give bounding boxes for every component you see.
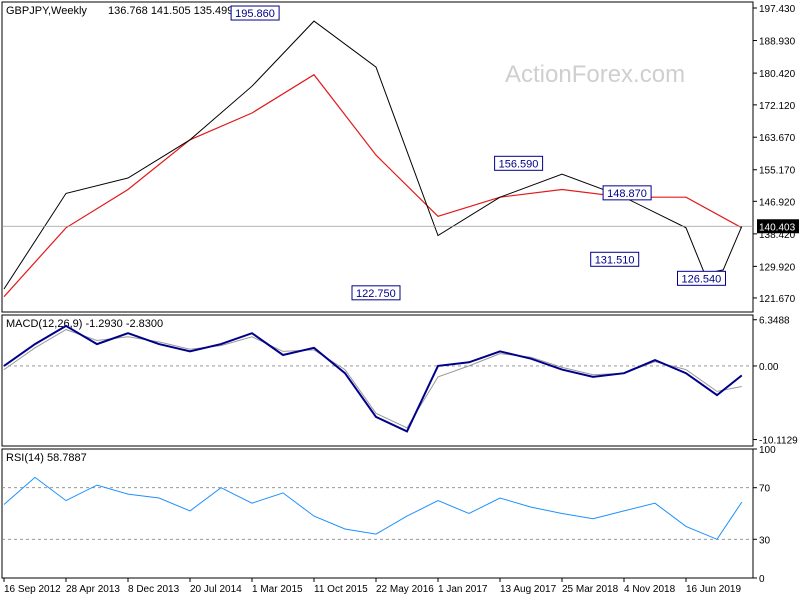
price-tick-label: 138.420	[759, 230, 796, 241]
x-tick-label: 13 Aug 2017	[500, 584, 557, 595]
rsi-panel-frame	[1, 448, 754, 579]
x-tick-label: 28 Apr 2013	[66, 584, 120, 595]
price-tick-label: 188.930	[759, 37, 796, 48]
price-plot: 195.860 122.750 156.590 148.870 131.510 126.5…	[2, 5, 753, 301]
axis-labels: 197.430 188.930 180.420 172.120 163.670 155.1…	[3, 4, 799, 595]
symbol-label: GBPJPY,Weekly	[6, 5, 87, 17]
price-tick-label: 146.920	[759, 197, 796, 208]
x-tick-label: 4 Nov 2018	[624, 584, 676, 595]
price-annotation-label: 148.870	[607, 188, 647, 200]
x-tick-label: 16 Jun 2019	[686, 584, 741, 595]
watermark: ActionForex.com	[505, 61, 685, 88]
current-price-label: 140.403	[759, 222, 796, 233]
price-annotation-label: 156.590	[499, 158, 539, 170]
macd-tick-label: 6.3488	[759, 316, 790, 327]
rsi-title: RSI(14) 58.7887	[6, 452, 87, 464]
price-annotation-label: 126.540	[682, 273, 722, 285]
price-tick-label: 163.670	[759, 133, 796, 144]
x-tick-label: 1 Mar 2015	[252, 584, 303, 595]
price-annotation-label: 195.860	[235, 8, 275, 20]
rsi-tick-label: 0	[759, 574, 765, 585]
price-annotation-box	[590, 251, 640, 267]
macd-plot	[2, 324, 753, 433]
price-annotation-box	[230, 5, 280, 21]
current-price-box	[757, 219, 799, 234]
rsi-tick-label: 30	[759, 535, 771, 546]
rsi-line	[3, 476, 743, 540]
price-annotation-label: 122.750	[356, 288, 396, 300]
rsi-tick-label: 70	[759, 484, 771, 495]
x-tick-label: 20 Jul 2014	[190, 584, 242, 595]
x-tick-label: 8 Dec 2013	[128, 584, 180, 595]
price-annotation-box	[494, 155, 544, 171]
rsi-tick-label: 100	[759, 445, 776, 456]
x-tick-label: 1 Jan 2017	[438, 584, 488, 595]
macd-tick-label: -10.1129	[759, 436, 798, 447]
price-annotation-box	[677, 270, 726, 286]
price-tick-label: 197.430	[759, 4, 796, 15]
price-tick-label: 172.120	[759, 101, 796, 112]
macd-panel-frame	[1, 314, 754, 447]
x-tick-label: 16 Sep 2012	[4, 584, 61, 595]
macd-title: MACD(12,26,9) -1.2930 -2.8300	[6, 318, 163, 330]
macd-line	[3, 324, 743, 433]
price-annotation-box	[602, 185, 652, 201]
price-annotation-label: 131.510	[595, 254, 635, 266]
price-tick-label: 155.170	[759, 166, 796, 177]
x-tick-label: 25 Mar 2018	[562, 584, 619, 595]
price-tick-label: 129.920	[759, 262, 796, 273]
x-tick-label: 11 Oct 2015	[314, 584, 368, 595]
macd-tick-label: 0.00	[759, 362, 779, 373]
price-tick-label: 180.420	[759, 69, 796, 80]
rsi-plot	[2, 476, 753, 540]
x-tick-label: 22 May 2016	[376, 584, 434, 595]
price-tick-label: 121.670	[759, 294, 796, 305]
price-panel-frame	[1, 1, 754, 313]
price-line	[3, 20, 743, 290]
price-annotation-box	[351, 285, 401, 301]
